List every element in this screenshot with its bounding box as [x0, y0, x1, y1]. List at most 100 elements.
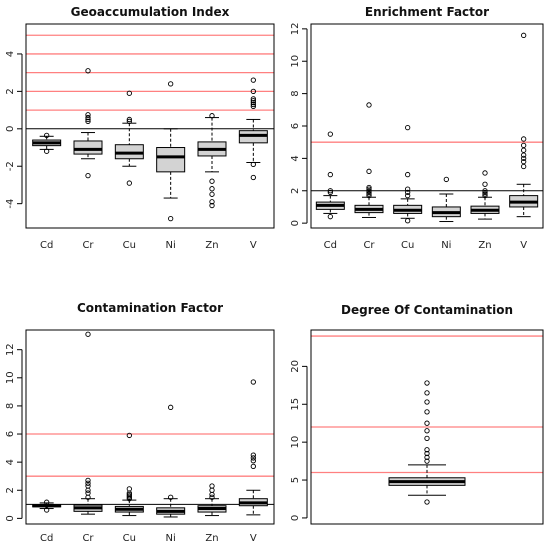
- outlier-point: [44, 148, 50, 154]
- chart-title: Geoaccumulation Index: [71, 5, 230, 19]
- outlier-point: [209, 491, 215, 498]
- x-tick-label: Cu: [123, 240, 136, 251]
- x-tick-label: V: [250, 533, 257, 544]
- outlier-point: [366, 168, 372, 174]
- outlier-point: [327, 171, 333, 178]
- outlier-point: [85, 118, 91, 124]
- outlier-point: [209, 191, 215, 197]
- box-Zn: [470, 170, 500, 220]
- x-tick-label: V: [250, 240, 257, 251]
- x-tick-label: Ni: [166, 533, 176, 544]
- outlier-point: [482, 189, 488, 196]
- outlier-point: [250, 458, 256, 464]
- box-Cr: [73, 68, 103, 179]
- outlier-point: [521, 136, 527, 142]
- outlier-point: [250, 88, 256, 95]
- outlier-point: [424, 420, 430, 426]
- y-tick-label: 2: [5, 88, 16, 94]
- y-tick-label: 5: [290, 477, 301, 483]
- x-tick-label: Cd: [40, 533, 53, 544]
- degree-of-contamination-panel: Degree Of Contamination 0 5 10 15 20: [290, 303, 544, 525]
- outlier-point: [424, 380, 430, 386]
- box-Cu: [114, 90, 144, 186]
- outlier-point: [126, 118, 132, 124]
- box-Cu: [393, 124, 423, 224]
- outlier-point: [85, 172, 91, 179]
- outlier-point: [168, 215, 174, 222]
- outlier-point: [250, 96, 256, 102]
- outlier-point: [424, 447, 430, 453]
- chart-title: Enrichment Factor: [365, 5, 489, 19]
- outlier-point: [126, 180, 132, 186]
- x-tick-label: Cr: [82, 533, 94, 544]
- y-tick-label: 12: [290, 22, 301, 35]
- outlier-point: [126, 116, 132, 123]
- outlier-point: [209, 178, 215, 184]
- y-tick-label: 2: [5, 487, 16, 493]
- y-tick-label: 10: [5, 371, 16, 384]
- box-Cd: [32, 499, 62, 513]
- outlier-point: [209, 202, 215, 209]
- outlier-point: [327, 131, 333, 137]
- outlier-point: [366, 192, 372, 199]
- outlier-point: [424, 435, 430, 442]
- x-tick-label: Zn: [205, 240, 218, 251]
- outlier-point: [521, 155, 527, 162]
- outlier-point: [250, 98, 256, 104]
- outlier-point: [85, 114, 91, 121]
- outlier-point: [366, 191, 372, 197]
- outlier-point: [366, 188, 372, 194]
- x-tick-label: Cu: [401, 240, 414, 251]
- y-tick-label: 2: [290, 188, 301, 194]
- outlier-point: [521, 32, 527, 38]
- outlier-point: [250, 455, 256, 461]
- box-V: [509, 32, 539, 218]
- contamination-factor-panel: Contamination Factor 0 2 4 6 8 10 12 Cd Cr Cu Ni Zn V: [5, 301, 275, 544]
- box-iqr: [156, 147, 186, 173]
- outlier-point: [44, 507, 50, 513]
- outlier-point: [250, 379, 256, 385]
- y-tick-label: 10: [290, 436, 301, 449]
- outlier-point: [209, 494, 215, 500]
- outlier-point: [85, 480, 91, 486]
- outlier-point: [250, 103, 256, 109]
- y-tick-label: 6: [5, 431, 16, 437]
- outlier-point: [424, 390, 430, 396]
- box-Zn: [197, 113, 227, 209]
- outlier-point: [424, 454, 430, 460]
- outlier-point: [250, 463, 256, 470]
- outlier-point: [405, 186, 411, 192]
- outlier-point: [126, 432, 132, 439]
- box-Ni: [156, 404, 186, 518]
- outlier-point: [424, 409, 430, 415]
- outlier-point: [209, 487, 215, 493]
- x-tick-label: Zn: [478, 240, 491, 251]
- outlier-point: [44, 499, 50, 505]
- y-tick-label: -2: [5, 161, 16, 171]
- outlier-point: [405, 189, 411, 196]
- outlier-point: [168, 494, 174, 500]
- box-Zn: [197, 483, 227, 517]
- outlier-point: [424, 450, 430, 457]
- y-tick-label: 4: [290, 155, 301, 161]
- box-V: [238, 77, 268, 181]
- enrichment-panel: Enrichment Factor 0 2 4 6 8 10 12 Cd Cr Cu Ni Zn V: [290, 5, 544, 251]
- outlier-point: [405, 124, 411, 131]
- outlier-point: [521, 152, 527, 158]
- outlier-point: [521, 158, 527, 165]
- y-tick-label: 4: [5, 459, 16, 465]
- chart-title: Degree Of Contamination: [341, 303, 513, 317]
- chart-title: Contamination Factor: [77, 301, 223, 315]
- outlier-point: [126, 90, 132, 96]
- outlier-point: [250, 174, 256, 181]
- y-tick-label: 8: [290, 90, 301, 96]
- geoaccumulation-panel: Geoaccumulation Index -4 -2 0 2 4 Cd Cr Cu Ni Zn V: [5, 5, 275, 251]
- outlier-point: [168, 404, 174, 410]
- y-tick-label: 4: [5, 51, 16, 57]
- x-tick-label: Cu: [123, 533, 136, 544]
- box-Ni: [431, 176, 461, 223]
- outlier-point: [366, 102, 372, 108]
- y-tick-label: -4: [5, 199, 16, 209]
- x-tick-label: Cd: [324, 240, 337, 251]
